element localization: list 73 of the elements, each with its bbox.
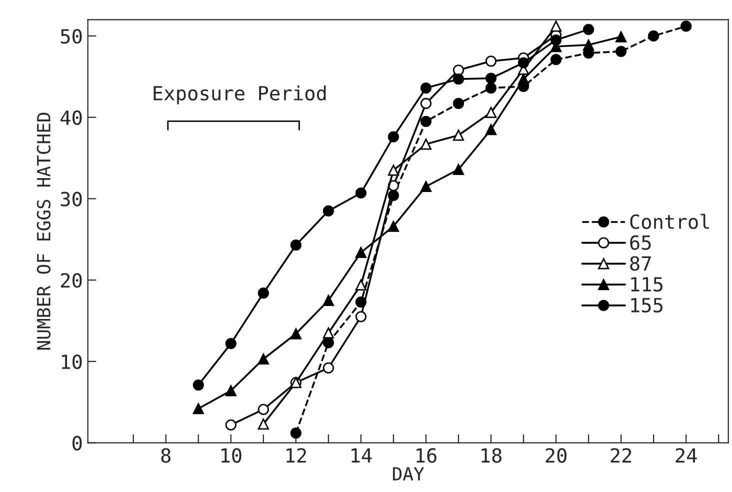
point (550, 34, 562, 46)
legend-label: 87 (630, 256, 651, 271)
x-tick-label: 14 (352, 448, 372, 463)
point (290, 240, 302, 251)
point (290, 427, 302, 439)
x-tick-label: 10 (222, 448, 242, 463)
point (420, 180, 432, 192)
point (388, 164, 400, 176)
point (550, 54, 562, 66)
point (485, 124, 497, 136)
point (615, 46, 627, 57)
point (582, 39, 594, 50)
point (192, 379, 204, 391)
annotation: Exposure Period (154, 85, 326, 104)
point (485, 82, 497, 94)
y-tick-label: 40 (60, 110, 82, 126)
point (452, 98, 464, 110)
x-tick-label: 18 (482, 448, 502, 463)
legend-label: Control (630, 214, 709, 230)
point (225, 419, 236, 430)
point (420, 116, 432, 127)
x-tick-label: 12 (286, 448, 306, 463)
x-axis-title: DAY (392, 467, 424, 480)
point (258, 288, 269, 299)
point (420, 82, 432, 94)
point (322, 337, 334, 348)
x-tick-label: 8 (161, 448, 170, 463)
point (192, 403, 204, 414)
point (615, 31, 627, 42)
point (582, 24, 594, 35)
point (485, 56, 497, 67)
point (518, 74, 530, 85)
y-tick-label: 10 (62, 354, 82, 370)
x-tick-label: 24 (676, 448, 697, 463)
point (452, 74, 464, 85)
y-tick-label: 30 (60, 192, 82, 206)
point (225, 385, 236, 396)
point (322, 294, 334, 306)
point (550, 20, 562, 32)
point (355, 279, 367, 290)
point (452, 64, 464, 76)
point (680, 20, 692, 32)
point (322, 362, 334, 374)
point (485, 72, 497, 84)
point (290, 328, 302, 340)
point (485, 106, 497, 118)
point (420, 138, 432, 150)
x-tick-label: 16 (416, 448, 436, 463)
point (518, 57, 530, 68)
x-tick-label: 22 (610, 448, 632, 463)
point (355, 246, 367, 258)
point (648, 30, 660, 42)
legend-label: 155 (631, 298, 662, 313)
point (388, 220, 400, 232)
point (225, 338, 236, 350)
y-tick-label: 0 (72, 436, 82, 451)
point (452, 130, 464, 141)
x-tick-label: 20 (546, 448, 566, 463)
legend-label: 65 (630, 235, 651, 250)
y-axis-title: NUMBER OF EGGS HATCHED (36, 112, 51, 350)
legend-label: 115 (631, 277, 662, 292)
y-tick-label: 20 (61, 273, 82, 288)
point (258, 353, 269, 365)
y-tick-label: 50 (60, 28, 82, 44)
point (322, 205, 334, 216)
point (452, 164, 464, 175)
point (355, 311, 367, 322)
point (258, 404, 269, 415)
point (420, 98, 432, 110)
point (322, 327, 334, 339)
point (388, 131, 400, 142)
point (355, 187, 367, 199)
point (258, 418, 269, 430)
